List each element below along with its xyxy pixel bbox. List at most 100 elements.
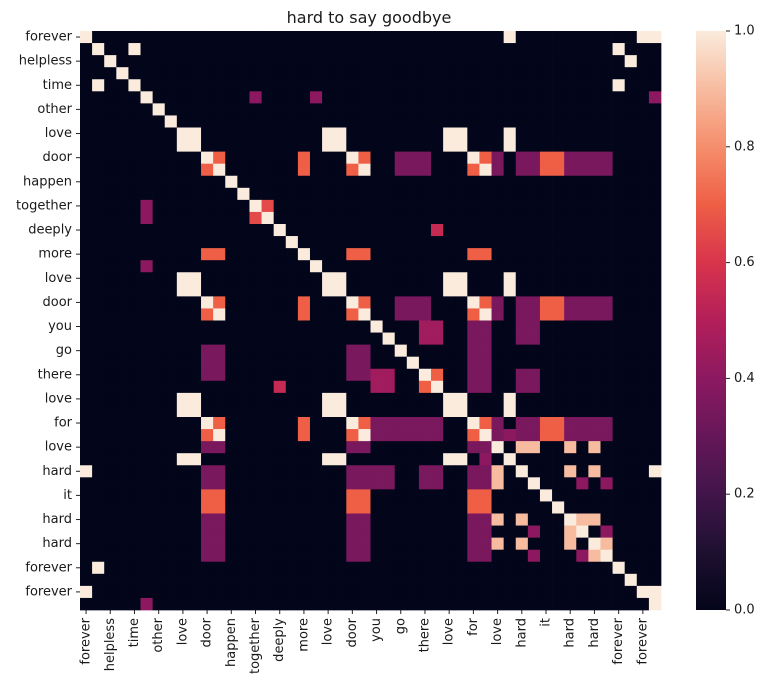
heatmap-cell: [116, 465, 129, 478]
heatmap-cell: [140, 453, 153, 466]
heatmap-cell: [128, 453, 141, 466]
heatmap-cell: [382, 344, 396, 358]
heatmap-cell: [225, 127, 238, 140]
heatmap-cell: [552, 163, 565, 177]
heatmap-cell: [152, 344, 166, 358]
heatmap-cell: [201, 260, 214, 273]
heatmap-cell: [539, 187, 553, 201]
heatmap-cell: [188, 115, 202, 128]
heatmap-cell: [261, 392, 275, 406]
heatmap-cell: [104, 320, 117, 333]
heatmap-cell: [370, 368, 383, 382]
heatmap-cell: [213, 525, 226, 538]
heatmap-cell: [564, 404, 577, 418]
heatmap-cell: [297, 103, 311, 116]
heatmap-cell: [600, 597, 613, 611]
heatmap-cell: [431, 284, 444, 297]
heatmap-cell: [552, 489, 565, 502]
heatmap-cell: [612, 380, 626, 394]
heatmap-cell: [467, 272, 480, 285]
heatmap-cell: [600, 513, 613, 526]
heatmap-cell: [503, 501, 517, 514]
heatmap-cell: [406, 115, 420, 128]
heatmap-cell: [176, 55, 190, 68]
heatmap-cell: [467, 585, 480, 599]
heatmap-cell: [624, 549, 638, 563]
heatmap-cell: [394, 139, 408, 152]
heatmap-cell: [92, 537, 105, 551]
heatmap-cell: [297, 296, 311, 309]
heatmap-cell: [261, 549, 275, 563]
heatmap-cell: [128, 199, 141, 213]
heatmap-cell: [334, 597, 347, 611]
heatmap-cell: [527, 31, 541, 44]
heatmap-cell: [418, 284, 432, 297]
heatmap-cell: [116, 525, 129, 538]
heatmap-cell: [479, 573, 492, 587]
heatmap-cell: [418, 525, 432, 538]
heatmap-cell: [213, 308, 226, 321]
heatmap-cell: [334, 380, 347, 394]
heatmap-cell: [225, 537, 238, 551]
heatmap-cell: [394, 284, 408, 297]
heatmap-cell: [176, 103, 190, 116]
heatmap-cell: [564, 31, 577, 44]
heatmap-cell: [564, 260, 577, 273]
heatmap-cell: [140, 573, 153, 587]
heatmap-cell: [334, 356, 347, 370]
heatmap-cell: [467, 513, 480, 526]
heatmap-cell: [479, 199, 492, 213]
heatmap-cell: [297, 561, 311, 575]
heatmap-cell: [588, 344, 601, 358]
heatmap-cell: [322, 453, 335, 466]
heatmap-cell: [648, 441, 662, 454]
y-tick-label: go: [56, 343, 72, 358]
heatmap-cell: [636, 585, 650, 599]
heatmap-cell: [576, 224, 589, 237]
heatmap-cell: [588, 597, 601, 611]
heatmap-cell: [261, 573, 275, 587]
heatmap-cell: [588, 67, 601, 80]
heatmap-cell: [92, 501, 105, 514]
heatmap-cell: [261, 513, 275, 526]
heatmap-cell: [309, 429, 323, 442]
heatmap-cell: [382, 477, 396, 490]
heatmap-cell: [285, 272, 299, 285]
heatmap-cell: [467, 573, 480, 587]
heatmap-cell: [334, 344, 347, 358]
heatmap-cell: [624, 597, 638, 611]
heatmap-cell: [285, 368, 299, 382]
heatmap-cell: [249, 43, 262, 56]
heatmap-cell: [576, 404, 589, 418]
heatmap-cell: [467, 525, 480, 538]
heatmap-cell: [552, 308, 565, 321]
heatmap-cell: [576, 127, 589, 140]
heatmap-cell: [273, 441, 287, 454]
heatmap-cell: [443, 537, 456, 551]
heatmap-cell: [600, 453, 613, 466]
heatmap-cell: [152, 187, 166, 201]
heatmap-cell: [346, 175, 359, 189]
heatmap-cell: [600, 585, 613, 599]
colorbar-tick-label: 0.2: [734, 487, 755, 502]
heatmap-cell: [431, 585, 444, 599]
heatmap-cell: [539, 103, 553, 116]
heatmap-cell: [539, 296, 553, 309]
heatmap-cell: [346, 43, 359, 56]
heatmap-cell: [612, 175, 626, 189]
heatmap-cell: [636, 597, 650, 611]
heatmap-cell: [564, 537, 577, 551]
heatmap-cell: [213, 501, 226, 514]
heatmap-cell: [624, 43, 638, 56]
heatmap-cell: [249, 380, 262, 394]
heatmap-cell: [479, 260, 492, 273]
heatmap-cell: [564, 79, 577, 92]
heatmap-cell: [576, 549, 589, 563]
heatmap-cell: [237, 296, 250, 309]
heatmap-cell: [188, 356, 202, 370]
heatmap-cell: [201, 417, 214, 430]
heatmap-cell: [322, 525, 335, 538]
heatmap-cell: [237, 91, 250, 104]
heatmap-cell: [467, 175, 480, 189]
heatmap-cell: [588, 356, 601, 370]
